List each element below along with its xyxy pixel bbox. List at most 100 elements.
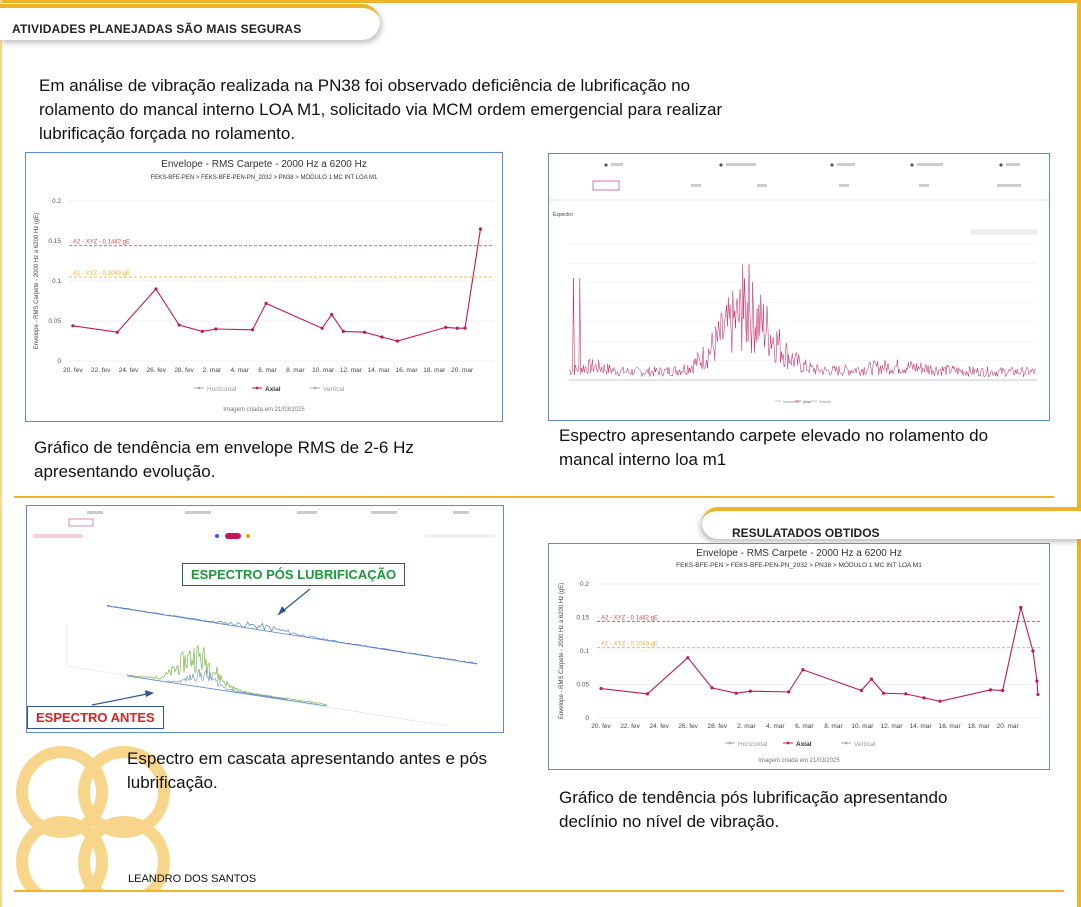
x-tick-label: 16. mar: [396, 367, 419, 374]
control-dot-icon[interactable]: [246, 534, 250, 538]
legend-horizontal: Horizontal: [783, 400, 799, 404]
decorative-circles: [16, 746, 170, 892]
data-point: [380, 335, 384, 339]
legend-item: Axial: [796, 741, 812, 748]
deco-circle: [78, 816, 170, 892]
bottom-divider: [14, 890, 1064, 892]
top-border: [0, 0, 1081, 3]
waterfall-axis: [66, 665, 448, 727]
spectrum-trace: [568, 264, 1037, 378]
chart-tools[interactable]: [971, 229, 1037, 235]
y-tick-label: 0.05: [48, 318, 61, 325]
x-tick-label: 14. mar: [368, 367, 391, 374]
chart-title: Envelope - RMS Carpete - 2000 Hz a 6200 …: [161, 159, 367, 170]
y-tick-label: 0.15: [576, 615, 589, 622]
trend-chart-before-panel: Envelope - RMS Carpete - 2000 Hz a 6200 …: [25, 152, 503, 422]
data-point: [787, 690, 791, 694]
deco-circle: [16, 816, 108, 892]
waterfall-trace-before: [126, 644, 328, 706]
x-tick-label: 10. mar: [312, 367, 335, 374]
toggle-pill[interactable]: [225, 533, 241, 539]
legend-marker-dot: [786, 741, 790, 745]
legend-item: Horizontal: [738, 741, 768, 748]
tab-dot-icon: [910, 163, 914, 167]
y-axis-label: Envelope - RMS Carpete - 2000 Hz a 6200 …: [34, 213, 40, 349]
data-point: [904, 692, 908, 696]
x-tick-label: 18. mar: [968, 723, 991, 730]
legend-vertical: Vertical: [819, 400, 831, 404]
spectrum-legend: Horizontal Axial Vertical: [775, 400, 831, 404]
label-before: ESPECTRO ANTES: [27, 706, 164, 729]
data-point: [1019, 605, 1023, 610]
legend-marker-dot: [313, 386, 317, 390]
chart-subtitle: FEKS-BFE-PEN > FEKS-BFE-PEN-PN_2032 > PN…: [676, 560, 922, 569]
author-name: LEANDRO DOS SANTOS: [128, 873, 257, 885]
page-title: ATIVIDADES PLANEJADAS SÃO MAIS SEGURAS: [12, 22, 302, 36]
x-tick-label: 26. fev: [147, 367, 167, 374]
x-tick-label: 22. fev: [620, 723, 640, 730]
y-tick-label: 0: [57, 358, 61, 365]
data-point: [1001, 688, 1005, 693]
y-axis-label: Envelope - RMS Carpete - 2000 Hz a 6200 …: [559, 583, 565, 719]
y-tick-label: 0.2: [52, 198, 61, 205]
legend-marker-dot: [197, 386, 201, 390]
data-point: [801, 668, 805, 672]
tab-label-bar: [1006, 163, 1020, 166]
caption-trend-after: Gráfico de tendência pós lubrificação ap…: [559, 788, 948, 831]
intro-text: Em análise de vibração realizada na PN38…: [39, 76, 723, 143]
spectrum-panel: Espectro Horizontal Axial Vertical: [548, 153, 1050, 421]
x-tick-label: 4. mar: [766, 723, 785, 730]
data-point: [320, 326, 324, 330]
control-dot-icon[interactable]: [215, 534, 219, 538]
deco-circle: [16, 746, 108, 838]
legend-row: [33, 534, 83, 538]
results-tab: [702, 507, 1081, 539]
tab-dot-icon: [604, 163, 608, 167]
data-point: [362, 330, 367, 334]
x-tick-label: 10. mar: [851, 723, 874, 730]
x-tick-label: 20. fev: [591, 723, 611, 730]
dropdown-selector[interactable]: [592, 180, 620, 191]
spectrum-plot: [568, 243, 1037, 381]
legend-axial: Axial: [803, 400, 811, 404]
chart-footer: Imagem criada em 21/03/2025: [223, 407, 305, 413]
data-point: [455, 326, 459, 330]
data-point: [1035, 679, 1039, 683]
data-point: [463, 326, 467, 330]
threshold-label: A1 - XYZ - 0.1049 gE: [73, 271, 130, 277]
spectrum-chart: Espectro Horizontal Axial Vertical: [549, 163, 1049, 404]
legend-marker-dot: [728, 741, 732, 745]
chart-tools[interactable]: [425, 534, 495, 538]
data-point: [444, 325, 448, 329]
y-tick-label: 0.1: [580, 648, 589, 655]
trend-chart-after-panel: Envelope - RMS Carpete - 2000 Hz a 6200 …: [548, 543, 1050, 770]
data-point: [988, 688, 993, 692]
toolbar-item: [997, 184, 1021, 187]
chart-footer: Imagem criada em 21/03/2025: [758, 758, 840, 764]
dropdown-selector[interactable]: [68, 518, 94, 527]
data-point: [395, 339, 400, 343]
data-point: [1031, 649, 1035, 653]
toolbar-item: [757, 184, 767, 187]
x-tick-label: 6. mar: [258, 367, 277, 374]
results-title: RESULATADOS OBTIDOS: [732, 526, 880, 540]
data-point: [645, 692, 650, 696]
data-point: [938, 699, 942, 703]
waterfall-plot: [66, 605, 478, 727]
data-point: [115, 330, 119, 334]
x-tick-label: 12. mar: [340, 367, 363, 374]
data-point: [710, 686, 714, 690]
data-point: [734, 691, 738, 695]
tab-label-bar: [185, 511, 211, 514]
toolbar-item: [839, 184, 849, 187]
x-tick-label: 28. fev: [174, 367, 194, 374]
label-after-lubrication: ESPECTRO PÓS LUBRIFICAÇÃO: [182, 563, 406, 586]
legend-item: Horizontal: [207, 386, 237, 393]
data-point: [154, 287, 158, 291]
tab-label-bar: [87, 511, 103, 514]
chart-subtitle: FEKS-BFE-PEN > FEKS-BFE-PEN-PN_2032 > PN…: [151, 174, 378, 181]
data-point: [599, 686, 603, 691]
x-tick-label: 20. mar: [451, 367, 474, 374]
chart-title: Envelope - RMS Carpete - 2000 Hz a 6200 …: [696, 548, 902, 559]
x-tick-label: 8. mar: [824, 723, 843, 730]
